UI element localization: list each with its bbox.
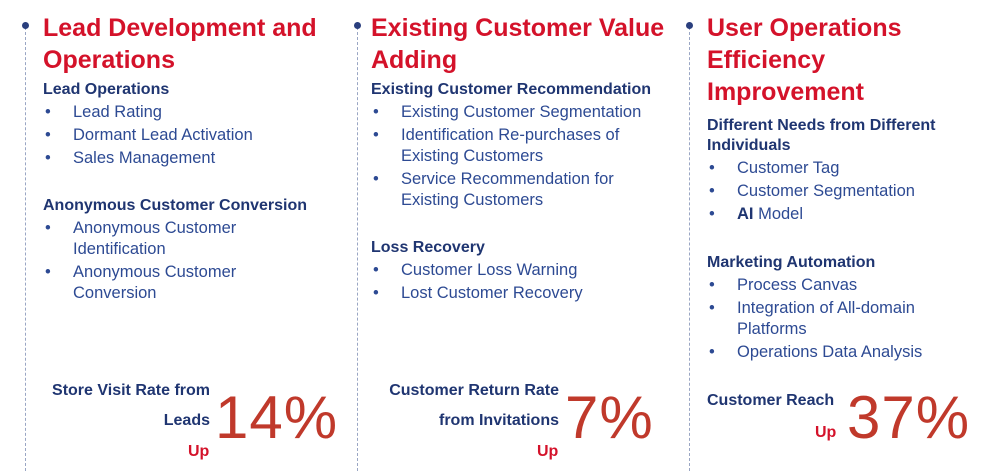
stat-label: Store Visit Rate from Leads — [52, 382, 210, 429]
divider-line — [25, 22, 26, 471]
list-item: Dormant Lead Activation — [43, 125, 253, 146]
section-heading: Lead Operations — [43, 81, 170, 98]
list-item: Customer Loss Warning — [371, 260, 583, 281]
column-user-operations: User Operations Efficiency Improvement Dif… — [686, 0, 981, 471]
list-item: Lost Customer Recovery — [371, 283, 583, 304]
list-item: Sales Management — [43, 148, 253, 169]
list-item: Anonymous Customer Identification — [43, 218, 307, 260]
section-different-needs: Different Needs from Different Individual… — [707, 116, 935, 227]
list-item: Integration of All-domain Platforms — [707, 298, 922, 340]
section-existing-recommendation: Existing Customer Recommendation Existin… — [371, 80, 651, 213]
section-heading: Anonymous Customer Conversion — [43, 197, 308, 214]
column-existing-customer: Existing Customer Value Adding Existing C… — [354, 0, 667, 471]
list-item: Identification Re-purchases of Existing … — [371, 125, 651, 167]
bullet-dot-icon — [354, 22, 361, 29]
column-lead-development: Lead Development and Operations Lead Oper… — [22, 0, 339, 471]
column-title: Lead Development and Operations — [43, 14, 317, 74]
stat-value: 14% — [215, 384, 339, 451]
section-anonymous-conversion: Anonymous Customer Conversion Anonymous … — [43, 196, 307, 306]
list-item: Customer Tag — [707, 158, 935, 179]
section-loss-recovery: Loss Recovery Customer Loss Warning Lost… — [371, 238, 583, 306]
divider-line — [357, 22, 358, 471]
list-item: Customer Segmentation — [707, 181, 935, 202]
bullet-dot-icon — [22, 22, 29, 29]
list-item: Process Canvas — [707, 275, 922, 296]
column-title: User Operations Efficiency Improvement — [707, 14, 902, 106]
column-title: Existing Customer Value Adding — [371, 14, 665, 74]
stat-value: 37% — [847, 384, 971, 451]
stat-value: 7% — [565, 384, 654, 451]
stat-up-label: Up — [537, 443, 559, 460]
list-item: Existing Customer Segmentation — [371, 102, 651, 123]
stat-up-label: Up — [815, 424, 837, 441]
divider-line — [689, 22, 690, 471]
section-marketing-automation: Marketing Automation Process Canvas Inte… — [707, 253, 922, 365]
list-item: Lead Rating — [43, 102, 253, 123]
list-item: Service Recommendation for Existing Cust… — [371, 169, 651, 211]
list-item: Anonymous Customer Conversion — [43, 262, 307, 304]
list-item: Operations Data Analysis — [707, 342, 922, 363]
stat-up-label: Up — [188, 443, 210, 460]
stat-label: Customer Reach — [707, 392, 835, 409]
stat-label: Customer Return Rate from Invitations — [389, 382, 559, 429]
list-item: AI Model — [707, 204, 935, 225]
section-heading: Loss Recovery — [371, 239, 485, 256]
section-heading: Marketing Automation — [707, 254, 876, 271]
section-heading: Existing Customer Recommendation — [371, 81, 652, 98]
section-lead-operations: Lead Operations Lead Rating Dormant Lead… — [43, 80, 253, 171]
bullet-dot-icon — [686, 22, 693, 29]
section-heading: Different Needs from Different Individual… — [707, 117, 936, 154]
